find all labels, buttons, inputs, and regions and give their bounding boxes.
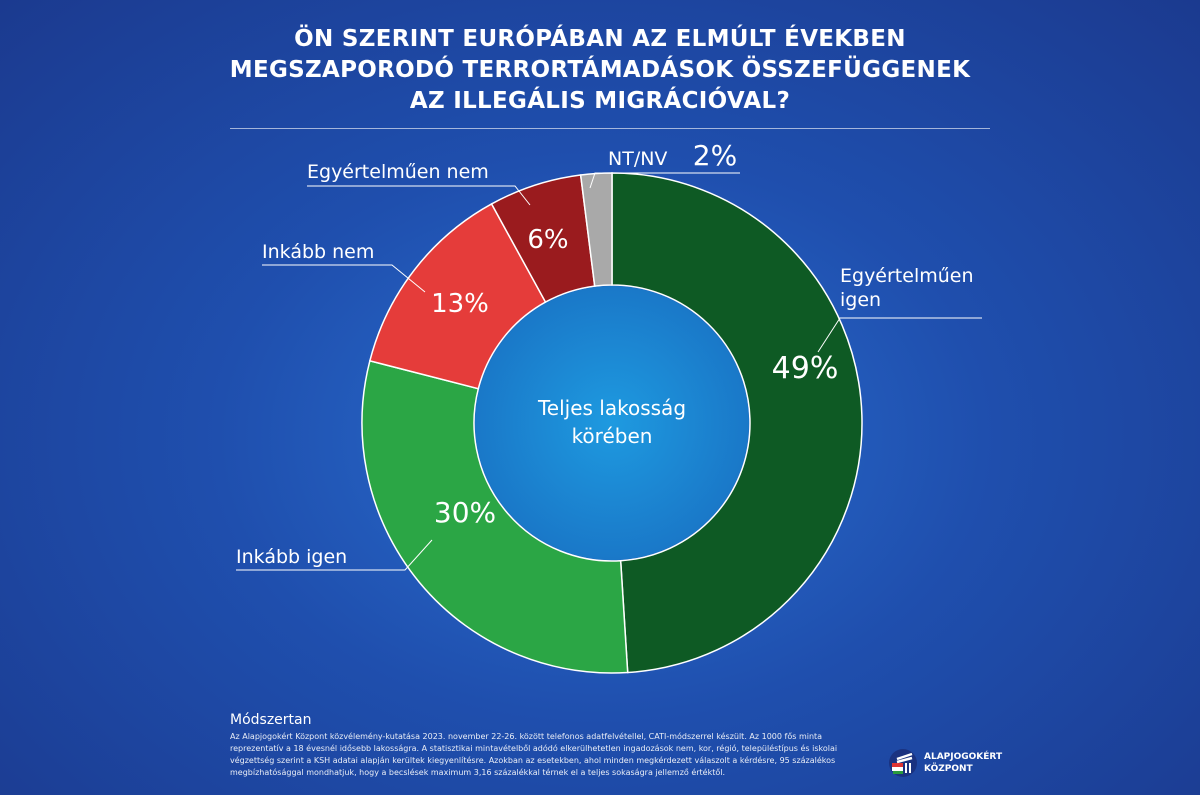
logo-line: KÖZPONT: [924, 764, 973, 774]
methodology-heading: Módszertan: [230, 712, 312, 728]
methodology-line: Az Alapjogokért Központ közvélemény-kuta…: [230, 732, 823, 741]
center-label: körében: [572, 424, 653, 448]
methodology-line: megbízhatósággal mondhatjuk, hogy a becs…: [230, 768, 726, 777]
leader-line: [589, 172, 740, 189]
title-line: AZ ILLEGÁLIS MIGRÁCIÓVAL?: [409, 88, 791, 114]
leader-line: [262, 264, 426, 293]
logo-icon: [889, 749, 917, 777]
chart-title: ÖN SZERINT EURÓPÁBAN AZ ELMÚLT ÉVEKBEN M…: [0, 24, 1200, 117]
donut-slice: [361, 359, 629, 674]
donut-center: [475, 286, 749, 560]
center-label: Teljes lakosság: [537, 396, 686, 420]
slice-label: NT/NV: [608, 148, 667, 170]
methodology-line: végzettség szerint a KSH adatai alapján …: [230, 756, 836, 765]
slice-value-label: 30%: [434, 496, 496, 529]
leader-line: [307, 185, 531, 206]
slice-label: Inkább igen: [236, 546, 347, 568]
slice-label: igen: [840, 289, 881, 311]
slice-label: Inkább nem: [262, 241, 374, 263]
slice-value-label: 13%: [431, 289, 489, 319]
leader-line: [236, 539, 433, 571]
slice-label: Egyértelműen nem: [307, 161, 489, 183]
logo-line: ALAPJOGOKÉRT: [924, 752, 1003, 762]
logo: ALAPJOGOKÉRT KÖZPONT: [888, 748, 1002, 778]
divider: [230, 128, 990, 129]
slice-value-label: 2%: [693, 139, 737, 172]
slice-label: Egyértelműen: [840, 265, 974, 287]
title-line: MEGSZAPORODÓ TERRORTÁMADÁSOK ÖSSZEFÜGGEN…: [229, 57, 971, 83]
title-line: ÖN SZERINT EURÓPÁBAN AZ ELMÚLT ÉVEKBEN: [294, 26, 906, 52]
slice-value-label: 49%: [772, 351, 839, 386]
leader-line: [817, 317, 982, 353]
methodology-line: reprezentatív a 18 évesnél idősebb lakos…: [230, 744, 838, 753]
methodology: Módszertan Az Alapjogokért Központ közvé…: [230, 712, 870, 779]
donut-slice: [579, 172, 613, 287]
donut-slice: [611, 172, 863, 674]
slice-value-label: 6%: [527, 225, 568, 255]
